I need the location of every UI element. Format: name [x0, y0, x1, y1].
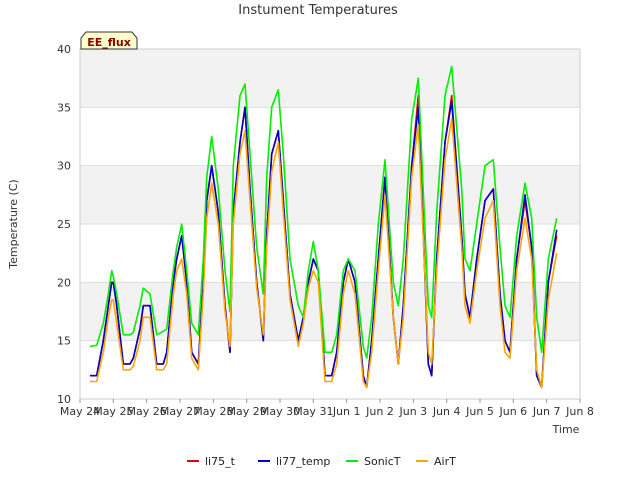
y-axis-label: Temperature (C) — [7, 179, 20, 269]
series-line-airt — [90, 118, 558, 389]
x-tick-label: May 26 — [127, 405, 167, 418]
x-tick-label: Jun 3 — [398, 405, 427, 418]
x-tick-label: May 29 — [227, 405, 267, 418]
y-tick-label: 15 — [57, 335, 71, 348]
x-tick-label: May 24 — [60, 405, 100, 418]
plot-band — [80, 107, 580, 166]
x-tick-label: Jun 6 — [498, 405, 527, 418]
x-tick-label: Jun 1 — [332, 405, 361, 418]
y-tick-label: 25 — [57, 218, 71, 231]
series-layer — [89, 65, 558, 389]
y-tick-label: 20 — [57, 276, 71, 289]
legend-label: li75_t — [205, 455, 236, 468]
x-tick-label: Jun 2 — [365, 405, 394, 418]
x-axis-label: Time — [552, 423, 580, 436]
y-tick-label: 40 — [57, 43, 71, 56]
x-tick-label: May 30 — [260, 405, 300, 418]
badge-label: EE_flux — [87, 36, 131, 49]
legend-label: AirT — [434, 455, 456, 468]
badge-shape — [80, 31, 138, 50]
x-tick-label: May 28 — [193, 405, 233, 418]
plot-band — [80, 282, 580, 341]
x-tick-label: Jun 4 — [432, 405, 461, 418]
plot-band — [80, 49, 580, 108]
legend-label: li77_temp — [276, 455, 330, 468]
plot-band — [80, 165, 580, 224]
x-tick-label: Jun 8 — [565, 405, 594, 418]
x-tick-label: May 31 — [293, 405, 333, 418]
plot-frame — [79, 48, 581, 400]
x-tick-label: Jun 7 — [532, 405, 561, 418]
y-tick-label: 35 — [57, 101, 71, 114]
plot-background — [80, 49, 580, 399]
legend-label: SonicT — [364, 455, 401, 468]
x-tick-label: May 25 — [93, 405, 133, 418]
plot-band — [80, 224, 580, 283]
chart-title: Instument Temperatures — [238, 3, 398, 18]
x-tick-label: May 27 — [160, 405, 200, 418]
y-tick-label: 30 — [57, 160, 71, 173]
ee-flux-badge: EE_flux — [80, 31, 138, 50]
y-tick-label: 10 — [57, 393, 71, 406]
x-tick-label: Jun 5 — [465, 405, 494, 418]
legend: li75_t li77_temp SonicT AirT — [187, 455, 456, 468]
y-axis-ticks: 10 15 20 25 30 35 40 — [57, 43, 71, 406]
series-line-sonict — [89, 65, 558, 359]
